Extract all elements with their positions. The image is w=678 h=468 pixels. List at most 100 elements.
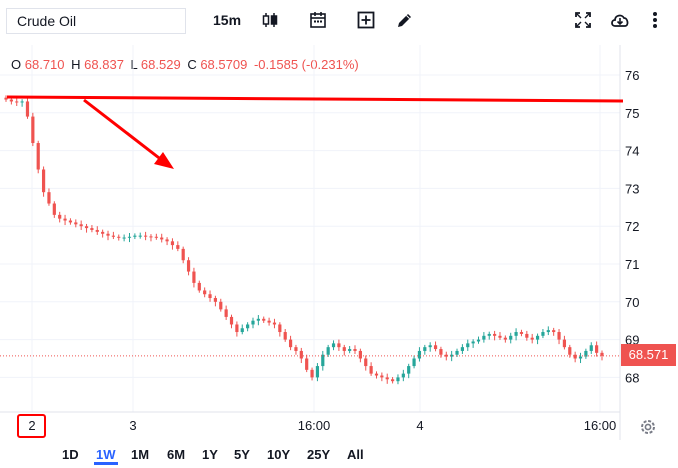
candle xyxy=(149,234,153,242)
candle xyxy=(369,362,373,376)
candle xyxy=(63,214,67,226)
candle xyxy=(578,352,583,364)
candle xyxy=(117,234,121,241)
candle xyxy=(203,287,207,298)
candle xyxy=(127,233,132,243)
candle xyxy=(74,219,78,228)
candle xyxy=(208,290,212,302)
candle xyxy=(267,317,271,326)
range-10y-button[interactable]: 10Y xyxy=(267,447,291,462)
y-tick-label: 70 xyxy=(625,295,639,310)
candle xyxy=(235,321,239,337)
candle xyxy=(321,350,325,371)
candle xyxy=(417,347,422,362)
candle xyxy=(315,363,320,382)
candle xyxy=(503,335,507,343)
candle xyxy=(487,331,491,340)
candle xyxy=(433,341,438,352)
range-25y-button[interactable]: 25Y xyxy=(307,447,331,462)
candle xyxy=(374,371,379,379)
candle xyxy=(181,246,185,264)
candle xyxy=(133,233,137,240)
candle xyxy=(589,342,593,354)
candle xyxy=(283,329,287,342)
y-tick-label: 73 xyxy=(625,181,639,196)
candle xyxy=(288,335,293,351)
x-tick-label: 4 xyxy=(416,418,423,433)
candle xyxy=(476,336,481,344)
symbol-search-input[interactable]: Crude Oil xyxy=(6,8,186,34)
candle xyxy=(240,324,244,335)
gear-icon[interactable] xyxy=(637,416,659,438)
candle xyxy=(455,348,459,357)
y-tick-label: 76 xyxy=(625,68,639,83)
candle xyxy=(450,350,454,362)
calendar-icon[interactable] xyxy=(307,9,329,31)
candle xyxy=(224,305,228,320)
candle xyxy=(557,329,561,345)
fullscreen-icon[interactable] xyxy=(572,9,594,31)
candle xyxy=(47,188,51,206)
candle xyxy=(294,344,298,355)
last-price-tag: 68.571 xyxy=(621,344,676,366)
candles-icon[interactable] xyxy=(259,9,281,31)
candle xyxy=(186,257,191,276)
candle xyxy=(229,314,234,329)
low-key: L xyxy=(130,57,138,72)
candle xyxy=(79,220,83,230)
range-5y-button[interactable]: 5Y xyxy=(234,447,250,462)
interval-button[interactable]: 15m xyxy=(213,12,242,28)
candle xyxy=(192,267,196,288)
high-value: 68.837 xyxy=(84,57,124,72)
cloud-download-icon[interactable] xyxy=(609,9,631,31)
candle xyxy=(525,330,529,341)
range-1m-button[interactable]: 1M xyxy=(131,447,150,462)
y-tick-label: 74 xyxy=(625,144,639,159)
add-box-icon[interactable] xyxy=(355,9,377,31)
candle xyxy=(326,344,330,357)
candle xyxy=(95,226,99,235)
candle xyxy=(535,333,540,345)
candle xyxy=(20,99,24,107)
pencil-icon[interactable] xyxy=(394,9,416,31)
range-selector: 1D 1W 1M 6M 1Y 5Y 10Y 25Y All xyxy=(0,443,678,468)
candle xyxy=(342,344,346,356)
range-1d-button[interactable]: 1D xyxy=(62,447,79,462)
candle xyxy=(106,230,110,241)
candle xyxy=(68,218,73,225)
trend-arrow[interactable] xyxy=(83,98,174,169)
candle xyxy=(160,233,164,243)
candle xyxy=(262,316,266,323)
horizontal-trendline[interactable] xyxy=(6,95,624,103)
candle xyxy=(278,322,282,337)
candle xyxy=(4,95,8,102)
candle xyxy=(122,234,126,242)
candle xyxy=(256,315,260,326)
candle xyxy=(482,332,486,343)
candle xyxy=(552,327,556,336)
range-1y-button[interactable]: 1Y xyxy=(202,447,218,462)
ohlc-legend: O 68.710 H 68.837 L 68.529 C 68.5709 -0.… xyxy=(11,57,362,73)
candle xyxy=(58,211,62,223)
candle xyxy=(396,374,400,385)
candle xyxy=(25,98,30,119)
range-6m-button[interactable]: 6M xyxy=(167,447,186,462)
candle xyxy=(546,326,550,336)
y-tick-label: 75 xyxy=(625,106,639,121)
candle xyxy=(197,280,201,293)
candle xyxy=(530,333,534,344)
candle xyxy=(498,332,502,340)
open-value: 68.710 xyxy=(24,57,65,72)
candle xyxy=(444,351,448,361)
candle xyxy=(15,97,19,106)
range-all-button[interactable]: All xyxy=(347,447,364,462)
candle xyxy=(348,346,352,354)
range-1w-button[interactable]: 1W xyxy=(96,447,116,462)
candle xyxy=(246,322,250,332)
candle xyxy=(337,339,341,351)
more-vert-icon[interactable] xyxy=(644,9,666,31)
candle xyxy=(519,329,524,337)
candle xyxy=(90,225,94,233)
y-tick-label: 71 xyxy=(625,257,639,272)
